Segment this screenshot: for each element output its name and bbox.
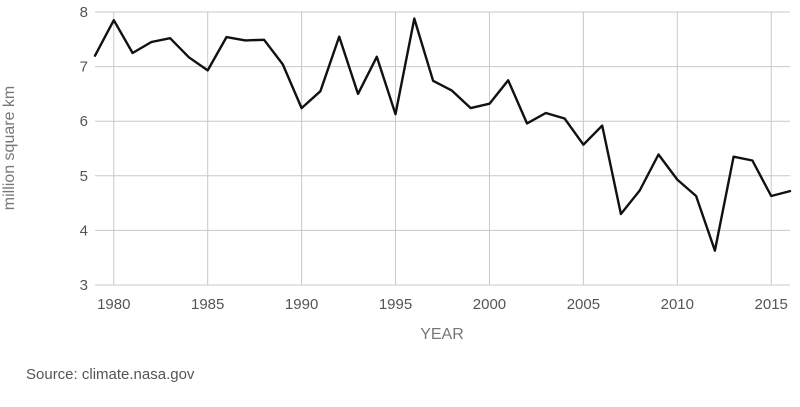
y-tick-label: 7 (80, 59, 88, 76)
series-line (93, 17, 792, 252)
x-tick-label: 2000 (473, 296, 506, 313)
x-tick-label: 1980 (97, 296, 130, 313)
y-tick-labels: 3 4 5 6 7 8 (80, 4, 88, 294)
y-axis-label: million square km (1, 86, 18, 210)
x-tick-label: 1985 (191, 296, 224, 313)
x-tick-label: 1995 (379, 296, 412, 313)
source-note: Source: climate.nasa.gov (26, 366, 195, 383)
y-tick-label: 3 (80, 277, 88, 294)
y-tick-label: 4 (80, 222, 88, 239)
x-tick-labels: 1980 1985 1990 1995 2000 2005 2010 2015 (97, 296, 788, 313)
y-tick-label: 8 (80, 4, 88, 21)
plot-area (93, 17, 792, 252)
x-axis-label: YEAR (420, 326, 464, 343)
x-tick-label: 2010 (661, 296, 694, 313)
y-tick-label: 6 (80, 113, 88, 130)
x-tick-label: 1990 (285, 296, 318, 313)
y-tick-label: 5 (80, 168, 88, 185)
x-tick-label: 2015 (755, 296, 788, 313)
x-tick-label: 2005 (567, 296, 600, 313)
grid (95, 11, 790, 286)
